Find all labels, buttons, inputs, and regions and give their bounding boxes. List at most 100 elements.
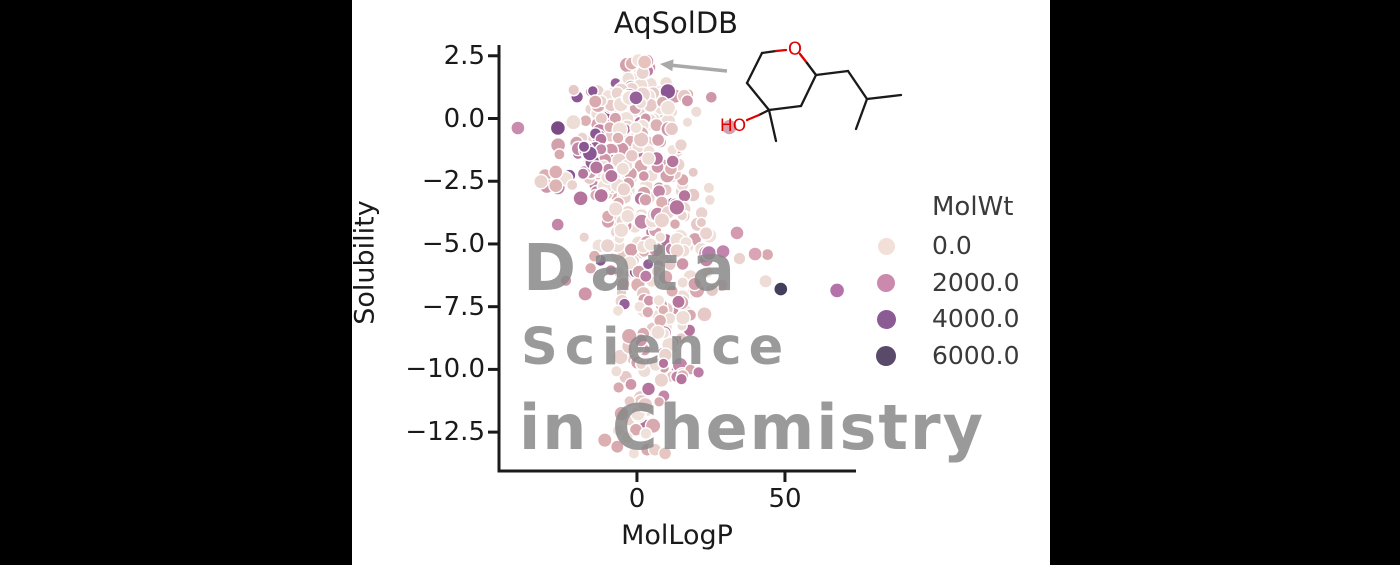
data-point [732,251,747,266]
plot-title: AqSolDB [613,6,739,40]
x-tick-label: 50 [768,484,802,514]
data-point [665,154,680,169]
data-point [652,395,666,408]
data-point [620,327,638,345]
data-point [620,208,636,224]
data-point [729,225,745,241]
data-point [641,257,655,271]
data-point [653,372,670,388]
watermark-line: Data [523,232,750,306]
data-point [616,181,632,197]
data-point [578,231,591,244]
legend-swatch [876,309,896,329]
letterbox-right [1050,0,1400,565]
x-axis-label: MolLogP [621,520,733,551]
watermark-line: Science [521,318,791,377]
data-point [698,225,714,241]
data-point [565,178,579,192]
data-point [720,118,738,136]
data-point [828,282,846,299]
data-point [702,181,716,195]
data-point [589,160,604,175]
data-point [675,309,692,326]
data-point [588,94,603,109]
data-point [669,242,685,259]
watermark-line: in Chemistry [519,391,986,464]
data-point [553,148,566,161]
data-point [650,132,666,148]
data-point [674,137,689,152]
atom-label: HO [720,116,746,136]
data-point [650,324,666,341]
data-point [604,263,618,277]
data-point [689,105,703,119]
data-point [613,222,630,239]
data-point [611,304,625,318]
data-point [640,150,656,166]
data-point [747,246,763,262]
y-tick-label: −5.0 [421,229,485,259]
data-point [611,131,625,145]
data-point [548,177,564,194]
data-point [663,257,677,272]
legend-label: 6000.0 [932,341,1020,370]
data-point [567,83,581,97]
data-point [635,358,648,371]
data-point [620,430,634,445]
data-point [613,405,630,422]
data-point [773,281,789,297]
data-point [577,285,594,302]
data-point [572,190,589,207]
data-point [680,94,695,108]
data-point [549,119,567,137]
molecule-structure: O HO [720,38,903,143]
data-point [576,167,590,181]
data-point [533,173,549,190]
data-point [668,198,686,216]
data-point [659,99,677,117]
atom-label: O [788,38,802,59]
data-point [760,247,775,262]
data-point [628,90,644,106]
data-point [577,140,591,154]
data-point [624,148,639,163]
annotation-arrow [660,59,728,73]
data-point [550,217,565,232]
data-point [639,427,653,441]
data-point [687,276,702,292]
data-point [559,274,573,288]
data-point [692,365,706,379]
data-point [629,121,643,135]
data-point [715,243,731,260]
data-point [548,164,564,180]
data-point [624,377,638,392]
data-point [638,192,653,207]
data-point [657,446,673,461]
data-point [611,423,625,438]
data-point [623,394,636,408]
letterbox-left [0,0,352,565]
x-tick-label: 0 [628,484,646,514]
y-tick-label: −12.5 [405,417,485,447]
data-point [583,261,598,275]
data-point [665,284,679,298]
legend-label: 2000.0 [932,268,1020,297]
data-point [627,446,641,460]
data-point [599,237,616,254]
data-point [758,273,773,289]
data-point [704,282,720,298]
y-tick-label: 2.5 [443,41,485,71]
data-point [622,255,638,271]
data-point [681,116,694,129]
y-tick-label: −10.0 [405,354,485,384]
data-point [510,120,526,136]
data-point [703,193,717,207]
data-point [653,212,671,229]
y-tick-label: −2.5 [421,166,485,196]
data-point [610,439,625,455]
data-point [596,432,613,448]
data-point [636,396,654,414]
data-point [593,187,610,204]
data-point [636,54,653,70]
